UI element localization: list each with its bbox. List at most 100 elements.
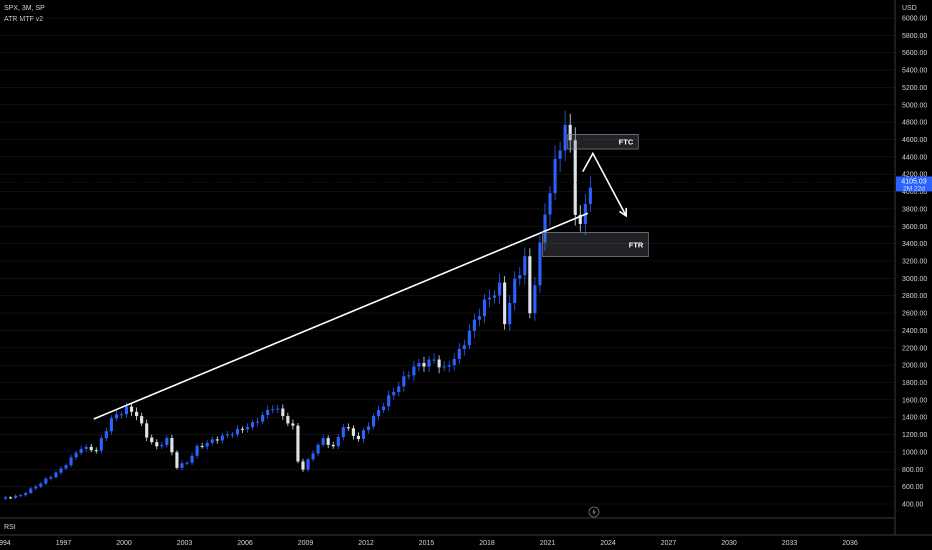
- candle-body[interactable]: [140, 416, 144, 424]
- candle-body[interactable]: [135, 411, 139, 417]
- candle-body[interactable]: [326, 438, 330, 445]
- candle-body[interactable]: [245, 427, 250, 430]
- candle-body[interactable]: [377, 410, 381, 417]
- candle-body[interactable]: [321, 438, 325, 445]
- candle-body[interactable]: [588, 187, 592, 205]
- candle-body[interactable]: [145, 423, 149, 438]
- candle-body[interactable]: [150, 437, 154, 443]
- candle-body[interactable]: [432, 359, 436, 361]
- candle-body[interactable]: [523, 256, 527, 276]
- candle-body[interactable]: [442, 366, 446, 368]
- candle-body[interactable]: [548, 193, 552, 215]
- candle-body[interactable]: [387, 395, 391, 407]
- candle-body[interactable]: [508, 302, 512, 325]
- candle-body[interactable]: [261, 414, 265, 422]
- candle-body[interactable]: [89, 446, 93, 451]
- candle-body[interactable]: [250, 422, 255, 428]
- candle-body[interactable]: [94, 450, 98, 452]
- candle-body[interactable]: [437, 359, 441, 368]
- candle-body[interactable]: [84, 446, 88, 449]
- candle-body[interactable]: [29, 488, 33, 494]
- candle-body[interactable]: [160, 444, 164, 447]
- candle-body[interactable]: [14, 495, 18, 498]
- rsi-pane-label[interactable]: RSI: [4, 524, 16, 531]
- candle-body[interactable]: [563, 124, 567, 151]
- candle-body[interactable]: [543, 214, 547, 243]
- candle-body[interactable]: [225, 434, 229, 436]
- candle-body[interactable]: [109, 418, 113, 432]
- candle-body[interactable]: [573, 140, 577, 215]
- candle-body[interactable]: [175, 452, 179, 468]
- candle-body[interactable]: [568, 124, 572, 141]
- candle-body[interactable]: [487, 297, 492, 300]
- candle-body[interactable]: [39, 483, 43, 487]
- candle-body[interactable]: [256, 421, 260, 423]
- trendline[interactable]: [93, 212, 589, 420]
- candle-body[interactable]: [301, 461, 305, 470]
- candle-body[interactable]: [553, 158, 557, 194]
- candle-body[interactable]: [528, 256, 532, 314]
- candle-body[interactable]: [482, 299, 487, 317]
- candle-body[interactable]: [356, 435, 361, 440]
- candle-body[interactable]: [346, 427, 350, 429]
- candle-body[interactable]: [215, 439, 219, 441]
- candle-body[interactable]: [170, 438, 174, 453]
- candle-body[interactable]: [311, 453, 315, 460]
- zone-ftr[interactable]: [542, 232, 649, 257]
- candle-body[interactable]: [447, 365, 451, 367]
- candle-body[interactable]: [351, 428, 355, 436]
- candle-body[interactable]: [533, 285, 537, 314]
- candle-body[interactable]: [124, 406, 129, 415]
- candle-body[interactable]: [271, 409, 275, 411]
- candle-body[interactable]: [230, 434, 234, 436]
- candle-body[interactable]: [291, 423, 295, 426]
- candle-body[interactable]: [462, 345, 466, 350]
- candle-body[interactable]: [24, 493, 28, 496]
- candle-body[interactable]: [371, 416, 376, 427]
- candle-body[interactable]: [180, 463, 184, 468]
- candle-body[interactable]: [44, 478, 48, 484]
- candle-body[interactable]: [366, 426, 371, 431]
- candle-body[interactable]: [165, 438, 169, 445]
- candle-body[interactable]: [296, 425, 300, 462]
- candle-body[interactable]: [558, 150, 562, 159]
- candle-body[interactable]: [104, 431, 108, 439]
- candle-body[interactable]: [69, 457, 73, 466]
- candle-body[interactable]: [185, 462, 189, 464]
- candle-body[interactable]: [498, 282, 502, 296]
- candle-body[interactable]: [34, 486, 38, 489]
- candle-body[interactable]: [316, 444, 320, 454]
- candle-body[interactable]: [492, 295, 497, 298]
- candle-body[interactable]: [64, 465, 68, 469]
- candle-body[interactable]: [503, 282, 507, 325]
- candle-body[interactable]: [578, 214, 582, 224]
- candle-body[interactable]: [336, 437, 340, 447]
- candle-body[interactable]: [99, 438, 103, 451]
- candle-body[interactable]: [205, 442, 209, 447]
- candle-body[interactable]: [119, 414, 124, 416]
- candle-body[interactable]: [19, 495, 23, 497]
- candle-body[interactable]: [397, 386, 401, 393]
- candle-body[interactable]: [407, 375, 411, 377]
- lightning-icon[interactable]: [588, 506, 600, 518]
- candle-body[interactable]: [477, 316, 482, 320]
- candle-body[interactable]: [417, 363, 421, 367]
- candle-body[interactable]: [195, 445, 199, 456]
- candle-body[interactable]: [79, 448, 83, 453]
- candle-body[interactable]: [155, 442, 159, 447]
- candle-body[interactable]: [392, 392, 396, 396]
- candle-body[interactable]: [8, 497, 13, 499]
- candle-body[interactable]: [190, 455, 194, 463]
- candle-body[interactable]: [129, 406, 134, 412]
- candle-body[interactable]: [114, 414, 119, 419]
- candle-body[interactable]: [74, 452, 78, 458]
- candle-body[interactable]: [306, 459, 310, 470]
- candle-body[interactable]: [49, 477, 53, 479]
- candle-body[interactable]: [452, 359, 456, 366]
- zone-ftc[interactable]: [567, 133, 639, 150]
- candle-body[interactable]: [331, 444, 335, 447]
- candle-body[interactable]: [210, 439, 214, 443]
- candle-body[interactable]: [422, 363, 426, 367]
- candle-body[interactable]: [200, 445, 204, 447]
